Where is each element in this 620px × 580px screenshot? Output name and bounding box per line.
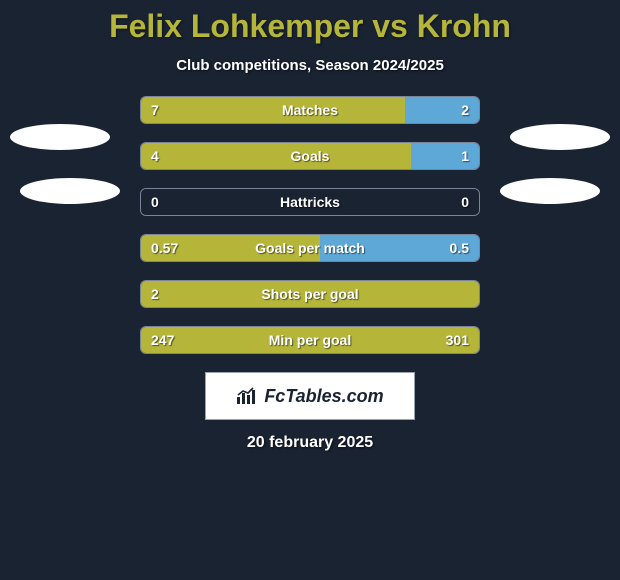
stat-label: Matches	[282, 102, 338, 118]
stat-label: Shots per goal	[261, 286, 358, 302]
brand-box: FcTables.com	[205, 372, 415, 420]
stat-value-left: 247	[151, 332, 174, 348]
player-left-oval-2	[20, 178, 120, 204]
stat-value-left: 0	[151, 194, 159, 210]
stat-value-left: 0.57	[151, 240, 178, 256]
stat-bar-left	[141, 97, 405, 123]
date-line: 20 february 2025	[0, 434, 620, 452]
player-left-oval-1	[10, 124, 110, 150]
comparison-title: Felix Lohkemper vs Krohn	[0, 0, 620, 45]
stat-value-left: 7	[151, 102, 159, 118]
brand-text: FcTables.com	[264, 386, 383, 407]
stat-value-left: 4	[151, 148, 159, 164]
stat-value-right: 2	[461, 102, 469, 118]
stat-label: Hattricks	[280, 194, 340, 210]
stat-row: 0.57 0.5 Goals per match	[140, 234, 480, 262]
stat-row: 0 0 Hattricks	[140, 188, 480, 216]
stats-container: 7 2 Matches 4 1 Goals 0 0 Hattricks 0.57 0.5 Goals …	[140, 96, 480, 354]
stat-value-left: 2	[151, 286, 159, 302]
comparison-subtitle: Club competitions, Season 2024/2025	[0, 57, 620, 74]
stat-value-right: 0	[461, 194, 469, 210]
stat-row: 4 1 Goals	[140, 142, 480, 170]
player-right-oval-1	[510, 124, 610, 150]
stat-label: Goals per match	[255, 240, 365, 256]
brand-chart-icon	[236, 387, 258, 405]
stat-value-right: 1	[461, 148, 469, 164]
stat-label: Goals	[291, 148, 330, 164]
player-right-oval-2	[500, 178, 600, 204]
stat-value-right: 301	[446, 332, 469, 348]
stat-row: 7 2 Matches	[140, 96, 480, 124]
stat-row: 247 301 Min per goal	[140, 326, 480, 354]
stat-value-right: 0.5	[450, 240, 469, 256]
stat-label: Min per goal	[269, 332, 351, 348]
stat-row: 2 Shots per goal	[140, 280, 480, 308]
stat-bar-left	[141, 143, 411, 169]
